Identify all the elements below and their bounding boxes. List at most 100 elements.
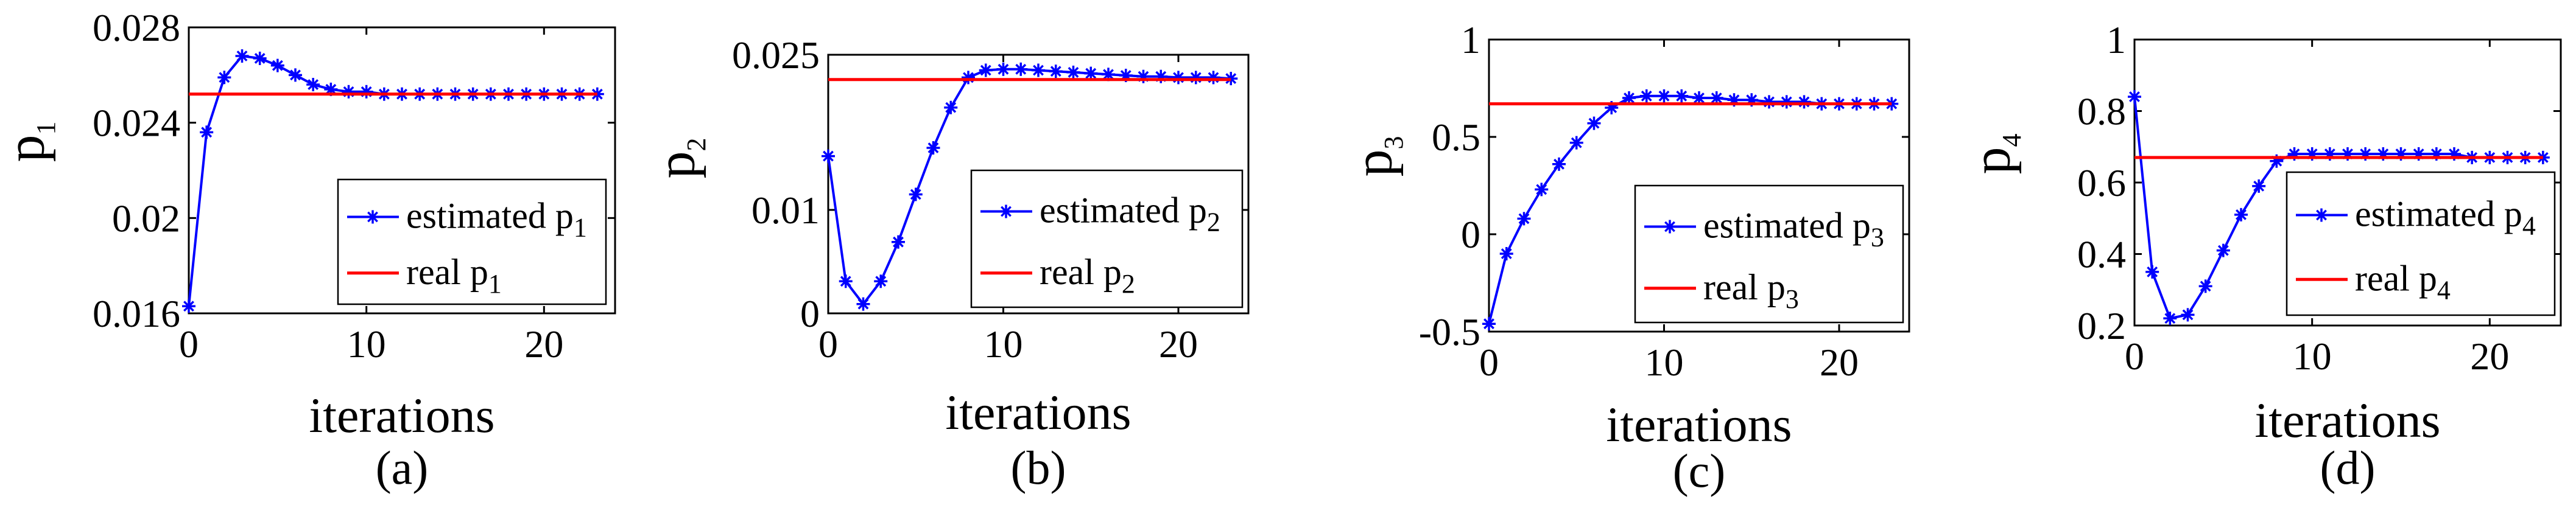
legend-box <box>2286 171 2556 316</box>
y-tick-label: 0.024 <box>93 102 180 145</box>
data-point-marker <box>1797 95 1811 109</box>
data-point-marker <box>822 149 835 163</box>
data-point-marker <box>926 141 940 155</box>
data-point-marker <box>2252 179 2266 193</box>
data-point-marker <box>2145 265 2159 279</box>
legend-entry-label: estimated p4 <box>2355 194 2536 241</box>
data-point-marker <box>182 299 195 313</box>
data-point-marker <box>270 58 284 72</box>
legend-entry-label: real p4 <box>2355 258 2451 305</box>
legend-entry-label: real p3 <box>1703 267 1799 314</box>
data-point-marker <box>1499 247 1513 260</box>
panel-d: 0 10 20 0.2 0.4 0.6 0.8 1 estimated p4 real p4 p4 i… <box>1962 18 2562 494</box>
data-point-marker <box>2234 207 2248 221</box>
legend: estimated p3 real p3 <box>1634 184 1904 324</box>
data-point-marker <box>1517 212 1531 226</box>
y-tick-label: 1 <box>1461 18 1480 61</box>
data-point-marker <box>2216 243 2230 257</box>
data-point-marker <box>962 71 975 85</box>
data-point-marker <box>2163 312 2177 326</box>
data-point-marker <box>2181 308 2195 322</box>
data-point-marker <box>1657 89 1671 103</box>
data-point-marker <box>306 78 320 91</box>
data-point-marker <box>1154 69 1168 83</box>
data-point-marker <box>839 274 853 288</box>
panel-a: 0 10 20 0.016 0.02 0.024 0.028 estimated p1 real… <box>0 6 616 494</box>
data-point-marker <box>2198 279 2212 293</box>
legend-entry-label: real p1 <box>406 252 502 299</box>
data-point-marker <box>1032 63 1045 77</box>
y-tick-label: 0.025 <box>732 33 820 77</box>
data-point-marker <box>217 71 231 85</box>
data-point-marker <box>1552 157 1566 171</box>
data-point-marker <box>1482 317 1496 331</box>
y-tick-label: 0.5 <box>1432 116 1480 159</box>
x-axis-label: iterations <box>945 385 1131 440</box>
panel-caption: (a) <box>376 441 429 494</box>
data-point-marker <box>909 187 923 201</box>
y-tick-label: -0.5 <box>1419 310 1480 354</box>
data-point-marker <box>892 235 905 249</box>
x-axis-label: iterations <box>309 388 494 443</box>
data-point-marker <box>1779 95 1793 109</box>
data-point-marker <box>1084 66 1098 80</box>
x-tick-label: 10 <box>2293 335 2332 378</box>
data-point-marker <box>359 85 373 99</box>
legend-entry-label: estimated p2 <box>1040 190 1220 237</box>
data-point-marker <box>1569 136 1583 150</box>
y-axis-label: p2 <box>646 138 711 179</box>
legend: estimated p2 real p2 <box>970 169 1244 308</box>
data-point-marker <box>200 125 214 139</box>
x-tick-label: 10 <box>347 322 386 366</box>
data-point-marker <box>289 68 302 82</box>
y-tick-label: 0.028 <box>93 6 180 49</box>
axes-box <box>827 54 1250 315</box>
y-tick-label: 0.01 <box>751 189 820 232</box>
x-axis-label: iterations <box>1606 397 1792 452</box>
data-point-marker <box>324 82 338 96</box>
legend-marker <box>366 210 379 224</box>
legend-box <box>970 169 1244 308</box>
y-tick-label: 0.2 <box>2077 304 2126 347</box>
data-point-marker <box>874 274 888 288</box>
data-point-marker <box>1172 71 1185 85</box>
x-tick-label: 20 <box>2470 335 2509 378</box>
data-point-marker <box>1102 68 1115 82</box>
y-axis-label: p3 <box>1343 136 1409 177</box>
y-tick-label: 0.02 <box>112 197 180 240</box>
panel-b: 0 10 20 0 0.01 0.025 estimated p2 real p2 p2 iter… <box>646 33 1250 494</box>
y-tick-label: 0 <box>1461 213 1480 256</box>
panel-caption: (c) <box>1673 444 1726 497</box>
legend-box <box>1634 184 1904 324</box>
axes-box <box>188 26 616 315</box>
data-point-marker <box>1639 89 1653 103</box>
legend-marker <box>1663 220 1677 234</box>
data-point-marker <box>1189 71 1203 85</box>
x-tick-label: 0 <box>179 322 199 366</box>
legend: estimated p4 real p4 <box>2286 171 2556 316</box>
axes-box <box>1488 38 1910 333</box>
data-point-marker <box>342 85 356 99</box>
x-tick-label: 20 <box>1820 341 1859 384</box>
y-tick-label: 0 <box>800 292 820 335</box>
legend-entry-label: estimated p3 <box>1703 206 1884 252</box>
y-tick-label: 0.6 <box>2077 161 2126 204</box>
data-point-marker <box>1535 183 1549 197</box>
data-point-marker <box>944 100 958 114</box>
data-point-marker <box>979 63 993 77</box>
data-point-marker <box>1066 65 1080 79</box>
y-tick-label: 0.016 <box>93 292 180 335</box>
x-tick-label: 10 <box>1645 341 1684 384</box>
x-tick-label: 0 <box>2125 335 2144 378</box>
legend-entry-label: real p2 <box>1040 252 1135 299</box>
data-point-marker <box>1762 95 1776 109</box>
data-point-marker <box>2128 90 2141 103</box>
x-axis-label: iterations <box>2254 392 2440 448</box>
panel-caption: (b) <box>1011 441 1066 494</box>
data-point-marker <box>1136 69 1150 83</box>
y-tick-label: 0.4 <box>2077 233 2126 276</box>
data-point-marker <box>1206 71 1220 85</box>
y-tick-label: 1 <box>2106 18 2126 61</box>
